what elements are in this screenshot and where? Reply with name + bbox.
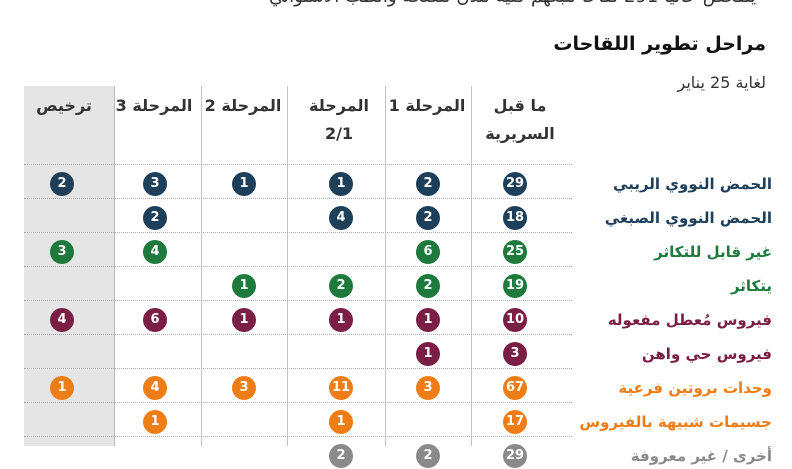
page-subtitle: لغاية 25 يناير (677, 73, 766, 92)
row-label: جسيمات شبيهة بالفيروس (579, 413, 772, 431)
count-badge: 11 (329, 376, 353, 400)
count-badge: 1 (50, 376, 74, 400)
count-badge: 29 (503, 444, 527, 468)
row-label: غير قابل للتكاثر (654, 243, 772, 261)
count-badge: 6 (416, 240, 440, 264)
column-header-phase12: المرحلة 2/1 (309, 96, 369, 143)
row-label: يتكاثر (730, 277, 772, 295)
count-badge: 17 (503, 410, 527, 434)
count-badge: 3 (416, 376, 440, 400)
column-header-phase3: المرحلة 3 (115, 96, 193, 115)
page-top-text: يتفحص حاليا 291 لقاحا تتبعهم كلية لندن ل… (56, 0, 756, 8)
count-badge: 1 (329, 410, 353, 434)
row-divider (24, 402, 572, 403)
row-divider (24, 198, 572, 199)
count-badge: 2 (50, 172, 74, 196)
count-badge: 6 (143, 308, 167, 332)
count-badge: 1 (143, 410, 167, 434)
count-badge: 2 (329, 274, 353, 298)
count-badge: 1 (329, 308, 353, 332)
count-badge: 1 (416, 308, 440, 332)
count-badge: 1 (329, 172, 353, 196)
row-label: الحمض النووي الصبغي (604, 209, 772, 227)
count-badge: 1 (232, 274, 256, 298)
count-badge: 2 (416, 172, 440, 196)
count-badge: 1 (416, 342, 440, 366)
row-label: أخرى / غير معروفة (630, 447, 772, 465)
row-divider (24, 300, 572, 301)
count-badge: 25 (503, 240, 527, 264)
count-badge: 2 (143, 206, 167, 230)
row-divider (24, 436, 572, 437)
count-badge: 19 (503, 274, 527, 298)
count-badge: 4 (143, 376, 167, 400)
count-badge: 2 (329, 444, 353, 468)
count-badge: 1 (232, 308, 256, 332)
page-title: مراحل تطوير اللقاحات (553, 33, 766, 55)
row-label: وحدات بروتين فرعية (618, 379, 772, 397)
row-divider (24, 334, 572, 335)
row-label: الحمض النووي الريبي (613, 175, 772, 193)
count-badge: 3 (232, 376, 256, 400)
count-badge: 3 (503, 342, 527, 366)
count-badge: 1 (232, 172, 256, 196)
count-badge: 4 (329, 206, 353, 230)
count-badge: 18 (503, 206, 527, 230)
count-badge: 2 (416, 444, 440, 468)
count-badge: 4 (143, 240, 167, 264)
count-badge: 3 (50, 240, 74, 264)
count-badge: 67 (503, 376, 527, 400)
count-badge: 10 (503, 308, 527, 332)
column-header-phase2: المرحلة 2 (204, 96, 282, 115)
row-divider (24, 164, 572, 165)
count-badge: 2 (416, 274, 440, 298)
row-label: فيروس حي واهن (641, 345, 772, 363)
column-header-license: ترخيص (36, 96, 92, 115)
column-header-preclinical: ما قبل السريرية (485, 96, 555, 143)
count-badge: 2 (416, 206, 440, 230)
count-badge: 3 (143, 172, 167, 196)
row-divider (24, 232, 572, 233)
row-divider (24, 368, 572, 369)
count-badge: 29 (503, 172, 527, 196)
column-header-phase1: المرحلة 1 (388, 96, 466, 115)
count-badge: 4 (50, 308, 74, 332)
row-label: فيروس مُعطل مفعوله (607, 311, 772, 329)
row-divider (24, 266, 572, 267)
